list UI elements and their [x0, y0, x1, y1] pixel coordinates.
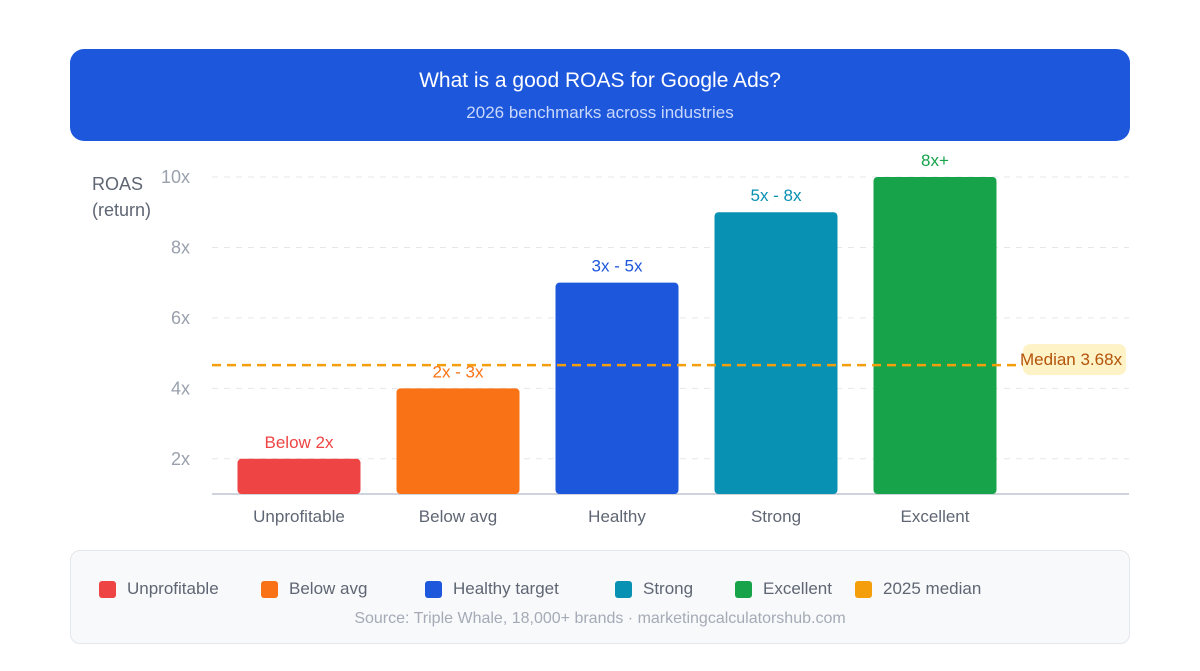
legend-swatch [261, 580, 278, 598]
chart-header: What is a good ROAS for Google Ads? 2026… [70, 49, 1130, 141]
bar-unprofitable [237, 458, 361, 494]
x-tick-label: Below avg [419, 507, 497, 526]
legend-item: Unprofitable [99, 579, 219, 599]
bar-healthy [555, 282, 679, 494]
x-tick-label: Unprofitable [253, 507, 345, 526]
legend-swatch [425, 580, 442, 598]
y-tick-label: 2x [171, 449, 190, 469]
legend-item: 2025 median [855, 579, 981, 599]
bar-value-label: 3x - 5x [591, 257, 643, 276]
median-label: Median 3.68x [1020, 350, 1123, 369]
legend: Unprofitable Below avg Healthy target Stron… [70, 550, 1130, 644]
legend-label: Below avg [289, 579, 368, 598]
legend-label: Strong [643, 579, 694, 598]
legend-item: Healthy target [425, 579, 559, 599]
legend-label: Healthy target [453, 579, 559, 598]
legend-item: Below avg [261, 579, 367, 599]
y-tick-label: 10x [161, 167, 190, 187]
bar-value-label: Below 2x [265, 433, 334, 452]
bar-value-label: 5x - 8x [750, 186, 802, 205]
x-tick-label: Healthy [588, 507, 646, 526]
y-tick-label: 4x [171, 378, 190, 398]
y-axis-label: ROAS [92, 174, 143, 194]
y-axis-label: (return) [92, 200, 151, 220]
legend-swatch [99, 580, 116, 598]
bar-below-avg [396, 388, 520, 494]
legend-label: Excellent [763, 579, 832, 598]
x-tick-label: Strong [751, 507, 801, 526]
legend-swatch [735, 580, 752, 598]
x-tick-label: Excellent [901, 507, 970, 526]
y-tick-label: 8x [171, 237, 190, 257]
legend-label: Unprofitable [127, 579, 219, 598]
legend-label: 2025 median [883, 579, 982, 598]
chart-title: What is a good ROAS for Google Ads? [419, 69, 781, 92]
median-label-bg [1023, 344, 1126, 376]
legend-item: Excellent [735, 579, 832, 599]
bar-strong [714, 212, 838, 494]
bar-value-label: 8x+ [921, 151, 949, 170]
bar-value-label: 2x - 3x [432, 362, 484, 381]
bar-excellent [873, 177, 997, 494]
legend-swatch [855, 580, 872, 598]
legend-item: Strong [615, 579, 693, 599]
source-note: Source: Triple Whale, 18,000+ brands · m… [354, 610, 846, 627]
y-tick-label: 6x [171, 308, 190, 328]
chart-subtitle: 2026 benchmarks across industries [466, 103, 734, 122]
legend-swatch [615, 580, 632, 598]
